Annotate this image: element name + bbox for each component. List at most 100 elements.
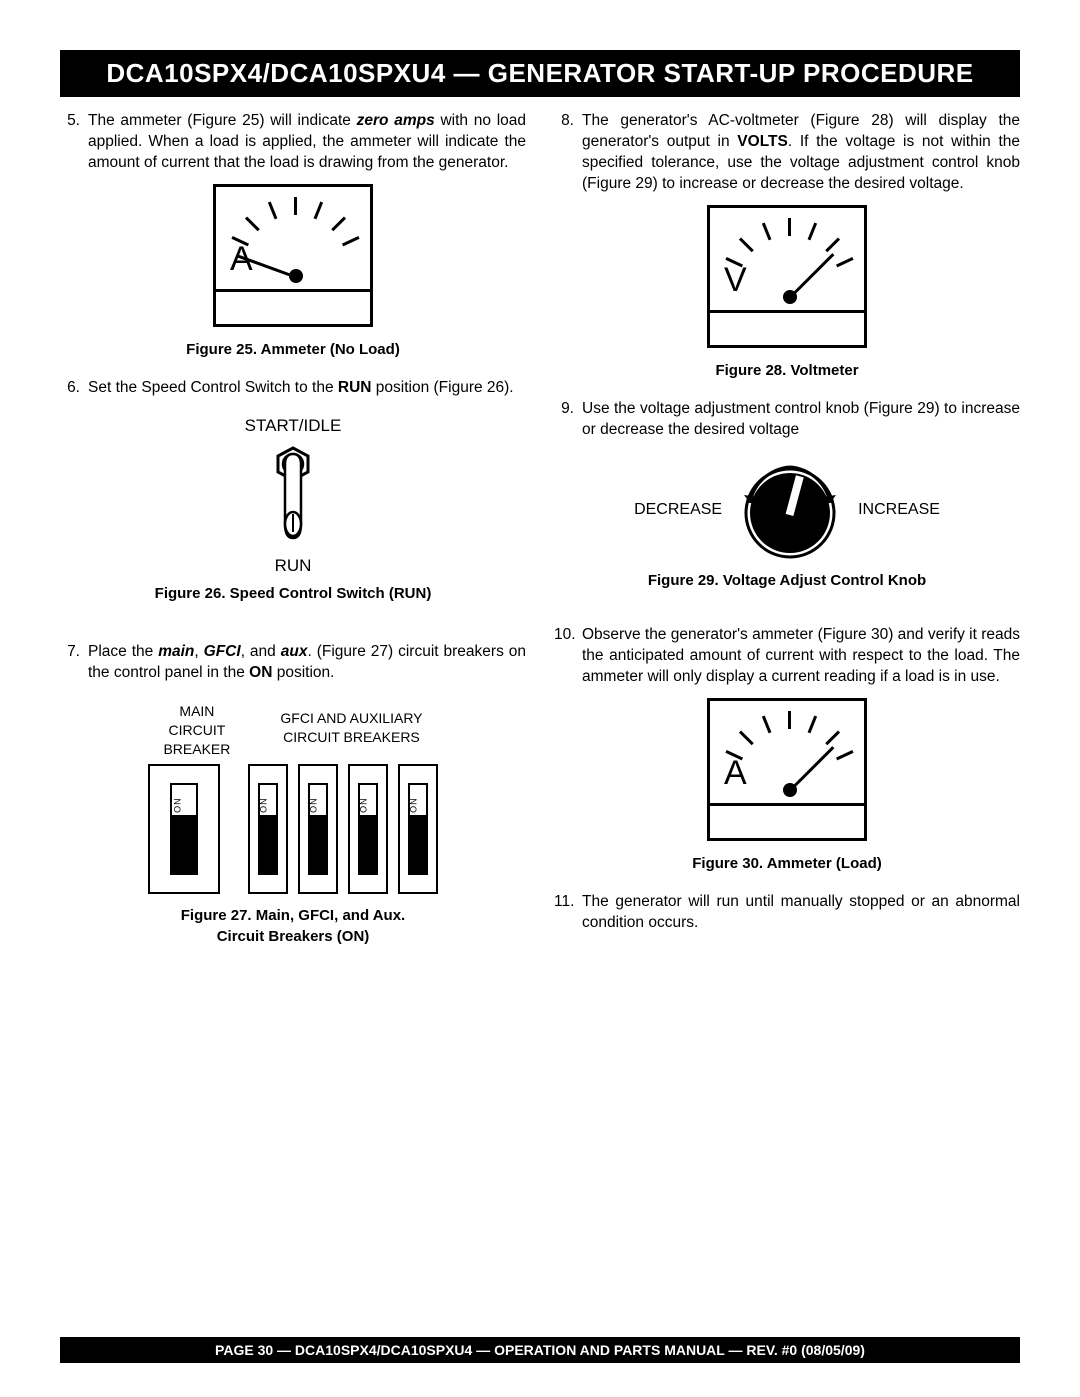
toggle-switch-icon xyxy=(258,444,328,544)
tick xyxy=(788,218,791,236)
breaker-handle xyxy=(410,815,426,873)
gauge-letter: V xyxy=(724,258,747,304)
step-num: 9. xyxy=(554,399,582,441)
caption-line: Figure 27. Main, GFCI, and Aux. xyxy=(60,906,526,926)
voltage-knob-icon xyxy=(730,455,850,565)
step-text: The generator's AC-voltmeter (Figure 28)… xyxy=(582,111,1020,195)
main-breaker-label: MAIN CIRCUIT BREAKER xyxy=(163,702,230,759)
figure-29: DECREASE INCREASE xyxy=(554,455,1020,565)
switch-top-label: START/IDLE xyxy=(60,415,526,438)
increase-label: INCREASE xyxy=(858,499,940,521)
gauge-pivot xyxy=(783,290,797,304)
tick xyxy=(762,222,772,240)
breaker-handle xyxy=(310,815,326,873)
tick xyxy=(836,257,854,267)
text: MAIN xyxy=(163,702,230,721)
breaker-handle xyxy=(260,815,276,873)
aux-breaker: ON xyxy=(348,764,388,894)
step-text: Place the main, GFCI, and aux. (Figure 2… xyxy=(88,642,526,684)
figure-25: A xyxy=(60,184,526,334)
step-5: 5. The ammeter (Figure 25) will indicate… xyxy=(60,111,526,174)
figure-30: A xyxy=(554,698,1020,848)
aux-breaker: ON xyxy=(248,764,288,894)
figure-27-caption: Figure 27. Main, GFCI, and Aux. Circuit … xyxy=(60,906,526,947)
tick xyxy=(739,237,754,252)
left-column: 5. The ammeter (Figure 25) will indicate… xyxy=(60,111,526,965)
on-label: ON xyxy=(408,798,420,814)
breaker-labels: MAIN CIRCUIT BREAKER GFCI AND AUXILIARY … xyxy=(60,702,526,759)
breaker-slot: ON xyxy=(308,783,328,875)
step-text: Use the voltage adjustment control knob … xyxy=(582,399,1020,441)
on-label: ON xyxy=(358,798,370,814)
breaker-slot: ON xyxy=(170,783,198,875)
gauge-base xyxy=(710,806,864,838)
breaker-slot: ON xyxy=(258,783,278,875)
tick xyxy=(331,216,346,231)
emphasis: main xyxy=(158,643,194,660)
tick xyxy=(762,715,772,733)
content-columns: 5. The ammeter (Figure 25) will indicate… xyxy=(60,111,1020,965)
breaker-slot: ON xyxy=(408,783,428,875)
tick xyxy=(245,216,260,231)
step-7: 7. Place the main, GFCI, and aux. (Figur… xyxy=(60,642,526,684)
text: CIRCUIT xyxy=(163,721,230,740)
figure-29-caption: Figure 29. Voltage Adjust Control Knob xyxy=(554,571,1020,591)
text: BREAKER xyxy=(163,740,230,759)
gauge-dial: A xyxy=(216,187,370,292)
tick xyxy=(342,236,360,246)
emphasis: VOLTS xyxy=(737,133,788,150)
step-10: 10. Observe the generator's ammeter (Fig… xyxy=(554,625,1020,688)
tick xyxy=(808,715,818,733)
emphasis: RUN xyxy=(338,379,372,396)
figure-28: V xyxy=(554,205,1020,355)
step-6: 6. Set the Speed Control Switch to the R… xyxy=(60,378,526,399)
gauge-dial: V xyxy=(710,208,864,313)
step-text: The generator will run until manually st… xyxy=(582,892,1020,934)
figure-26: START/IDLE RUN xyxy=(60,415,526,578)
on-label: ON xyxy=(308,798,320,814)
right-column: 8. The generator's AC-voltmeter (Figure … xyxy=(554,111,1020,965)
gauge-pivot xyxy=(783,783,797,797)
text: GFCI AND AUXILIARY xyxy=(280,709,422,728)
step-num: 7. xyxy=(60,642,88,684)
step-11: 11. The generator will run until manuall… xyxy=(554,892,1020,934)
tick xyxy=(825,237,840,252)
gauge-pivot xyxy=(289,269,303,283)
tick xyxy=(314,201,324,219)
step-num: 6. xyxy=(60,378,88,399)
step-text: Observe the generator's ammeter (Figure … xyxy=(582,625,1020,688)
ammeter-load-gauge: A xyxy=(707,698,867,841)
figure-30-caption: Figure 30. Ammeter (Load) xyxy=(554,854,1020,874)
aux-breaker: ON xyxy=(398,764,438,894)
emphasis: aux xyxy=(281,643,308,660)
figure-25-caption: Figure 25. Ammeter (No Load) xyxy=(60,340,526,360)
tick xyxy=(294,197,297,215)
emphasis: zero amps xyxy=(357,112,435,129)
tick xyxy=(808,222,818,240)
text: CIRCUIT BREAKERS xyxy=(280,728,422,747)
step-8: 8. The generator's AC-voltmeter (Figure … xyxy=(554,111,1020,195)
step-text: The ammeter (Figure 25) will indicate ze… xyxy=(88,111,526,174)
step-num: 5. xyxy=(60,111,88,174)
tick xyxy=(739,730,754,745)
figure-28-caption: Figure 28. Voltmeter xyxy=(554,361,1020,381)
gauge-base xyxy=(710,313,864,345)
text: , and xyxy=(241,643,281,660)
step-num: 10. xyxy=(554,625,582,688)
tick xyxy=(268,201,278,219)
text: Place the xyxy=(88,643,158,660)
gauge-dial: A xyxy=(710,701,864,806)
emphasis: GFCI xyxy=(204,643,241,660)
tick xyxy=(788,711,791,729)
text: position. xyxy=(272,664,334,681)
step-9: 9. Use the voltage adjustment control kn… xyxy=(554,399,1020,441)
step-num: 11. xyxy=(554,892,582,934)
on-label: ON xyxy=(172,798,184,814)
figure-26-caption: Figure 26. Speed Control Switch (RUN) xyxy=(60,584,526,604)
aux-breaker-label: GFCI AND AUXILIARY CIRCUIT BREAKERS xyxy=(280,702,422,759)
breaker-row: ON ON ON xyxy=(148,764,438,894)
gauge-letter: A xyxy=(724,751,747,797)
breaker-handle xyxy=(360,815,376,873)
text: , xyxy=(194,643,203,660)
page-footer-bar: PAGE 30 — DCA10SPX4/DCA10SPXU4 — OPERATI… xyxy=(60,1337,1020,1363)
